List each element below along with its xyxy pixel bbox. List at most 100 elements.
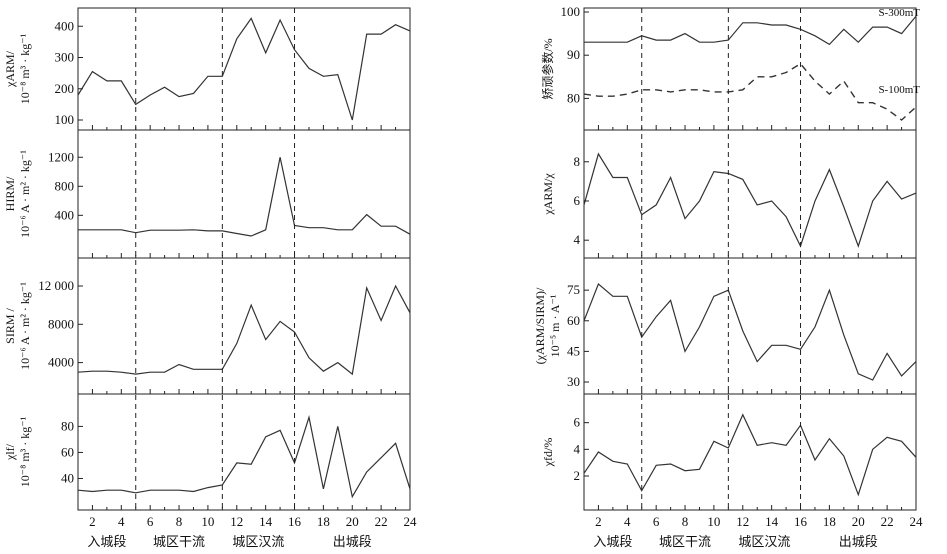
x-tick-label: 6 [653, 514, 660, 529]
series-line-1 [78, 157, 411, 237]
y-tick-label: 8 [574, 154, 581, 169]
y-tick-label: 30 [567, 374, 580, 389]
x-tick-label: 16 [288, 514, 302, 529]
series-line-1 [583, 413, 917, 497]
x-tick-label: 12 [736, 514, 749, 529]
panel-frame [583, 393, 917, 511]
y-axis-label: SIRM /10⁻⁶ A · m² · kg⁻¹ [3, 282, 32, 370]
y-tick-label: 800 [55, 178, 75, 193]
x-tick-label: 8 [682, 514, 689, 529]
x-tick-label: 14 [765, 514, 779, 529]
segment-label: 入城段 [593, 534, 632, 549]
y-axis-label: χARM/10⁻⁸ m³ · kg⁻¹ [3, 33, 32, 104]
series-label: S-300mT [878, 7, 920, 19]
y-tick-label: 45 [567, 343, 580, 358]
y-axis-label-line: (χARM/SIRM)/ [533, 287, 547, 364]
y-axis-label: (χARM/SIRM)/10⁻⁵ m · A⁻¹ [533, 287, 562, 364]
x-tick-label: 24 [404, 514, 418, 529]
y-tick-label: 4 [574, 232, 581, 247]
y-axis-label: χfd/% [541, 438, 555, 468]
segment-label: 城区汉流 [232, 534, 284, 549]
x-tick-label: 8 [176, 514, 183, 529]
y-tick-label: 80 [61, 418, 74, 433]
y-tick-label: 60 [61, 444, 74, 459]
x-tick-label: 4 [624, 514, 631, 529]
y-axis-label: HIRM/10⁻⁶ A · m² · kg⁻¹ [3, 150, 32, 238]
y-tick-label: 12 000 [38, 278, 74, 293]
panel-frame [77, 7, 411, 131]
y-tick-label: 8000 [48, 316, 74, 331]
panel-6: 4 6 8 χARM/χ [541, 129, 917, 259]
x-tick-label: 4 [118, 514, 125, 529]
y-axis-label-line: 10⁻⁸ m³ · kg⁻¹ [18, 416, 32, 487]
panel-2: 400 800 1200 HIRM/10⁻⁶ A · m² · kg⁻¹ [3, 129, 411, 259]
panel-frame [77, 393, 411, 511]
segment-label: 城区汉流 [738, 534, 790, 549]
x-tick-label: 12 [230, 514, 243, 529]
x-tick-label: 20 [346, 514, 359, 529]
panel-7: 30 45 60 75 (χARM/SIRM)/10⁻⁵ m · A⁻¹ [533, 257, 917, 395]
segment-label: 出城段 [839, 534, 878, 549]
series-line-1 [77, 414, 411, 499]
series-line-1 [77, 284, 411, 376]
y-axis-label-line: χlf/ [3, 443, 17, 461]
y-axis-label-line: HIRM/ [3, 176, 17, 211]
y-axis-label-line: χARM/ [3, 50, 17, 88]
segment-label: 城区干流 [659, 534, 711, 549]
panel-frame [583, 7, 917, 131]
x-tick-label: 10 [707, 514, 720, 529]
y-tick-label: 90 [567, 47, 580, 62]
y-tick-label: 6 [574, 415, 581, 430]
x-tick-label: 14 [259, 514, 273, 529]
x-tick-label: 2 [595, 514, 602, 529]
series-line-1 [584, 15, 917, 46]
panel-5: 80 90 100 矫顽参数/% S-300mT S-100mT [540, 4, 920, 131]
y-tick-label: 4 [574, 441, 581, 456]
y-tick-label: 40 [61, 470, 74, 485]
y-tick-label: 4000 [48, 355, 74, 370]
series-line-1 [77, 17, 411, 121]
x-tick-label: 16 [794, 514, 808, 529]
y-axis-label-line: 10⁻⁶ A · m² · kg⁻¹ [18, 150, 32, 238]
y-axis-label: χARM/χ [541, 173, 555, 216]
y-axis-label: 矫顽参数/% [540, 38, 555, 99]
y-tick-label: 75 [567, 282, 580, 297]
segment-label: 出城段 [333, 534, 372, 549]
y-tick-label: 400 [55, 18, 75, 33]
segment-label: 城区干流 [153, 534, 205, 549]
panel-frame [583, 257, 917, 395]
x-tick-label: 18 [823, 514, 836, 529]
y-tick-label: 100 [55, 112, 75, 127]
y-axis-label-line: 矫顽参数/% [540, 38, 555, 99]
x-tick-label: 6 [147, 514, 154, 529]
x-tick-label: 22 [881, 514, 894, 529]
series-label: S-100mT [878, 84, 920, 96]
x-tick-label: 18 [317, 514, 330, 529]
segment-label: 入城段 [87, 534, 126, 549]
panel-4: 40 60 80 χlf/10⁻⁸ m³ · kg⁻¹ [3, 393, 411, 511]
panel-3: 4000 8000 12 000 SIRM /10⁻⁶ A · m² · kg⁻¹ [3, 257, 411, 395]
y-tick-label: 200 [55, 81, 75, 96]
y-axis-label-line: 10⁻⁶ A · m² · kg⁻¹ [18, 282, 32, 370]
y-axis-label: χlf/10⁻⁸ m³ · kg⁻¹ [3, 416, 32, 487]
y-axis-label-line: 10⁻⁵ m · A⁻¹ [548, 294, 562, 357]
y-tick-label: 60 [567, 313, 580, 328]
series-line-2 [583, 62, 917, 121]
y-tick-label: 100 [561, 4, 581, 19]
y-tick-label: 400 [55, 207, 75, 222]
y-axis-label-line: SIRM / [3, 308, 17, 344]
y-tick-label: 300 [55, 50, 75, 65]
y-axis-label-line: χfd/% [541, 438, 555, 468]
x-tick-label: 20 [852, 514, 865, 529]
x-tick-label: 2 [89, 514, 96, 529]
panel-frame [77, 129, 411, 259]
y-axis-label-line: χARM/χ [541, 173, 555, 216]
x-tick-label: 10 [201, 514, 214, 529]
series-line-1 [583, 282, 917, 381]
x-tick-label: 24 [910, 514, 924, 529]
y-tick-label: 80 [567, 90, 580, 105]
y-tick-label: 6 [574, 193, 581, 208]
y-axis-label-line: 10⁻⁸ m³ · kg⁻¹ [18, 33, 32, 104]
panel-1: 100 200 300 400 χARM/10⁻⁸ m³ · kg⁻¹ [3, 7, 411, 131]
